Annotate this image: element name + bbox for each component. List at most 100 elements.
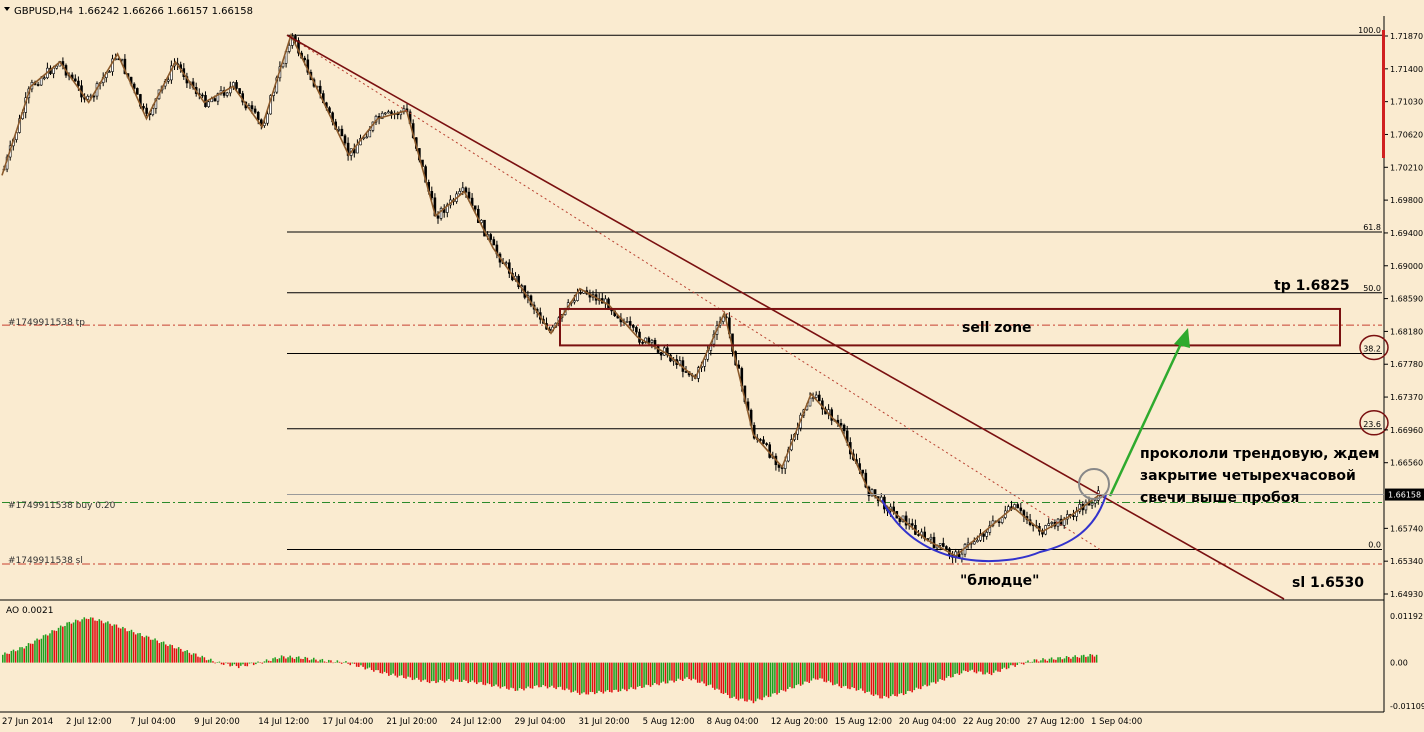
ao-bar xyxy=(51,630,53,663)
ao-label: AO 0.0021 xyxy=(6,606,53,616)
candle-body xyxy=(142,105,145,109)
candle-body xyxy=(982,533,985,537)
ao-bar xyxy=(746,662,748,702)
ao-bar xyxy=(173,648,176,663)
candle-body xyxy=(650,339,654,343)
ao-bar xyxy=(177,647,180,663)
candle-body xyxy=(777,464,781,468)
price-marker-bar xyxy=(1382,30,1385,158)
ao-bar xyxy=(812,662,815,679)
ao-bar xyxy=(1012,662,1014,666)
ao-bar xyxy=(267,660,270,663)
ao-bar xyxy=(752,662,755,704)
ao-bar xyxy=(714,662,716,690)
time-label: 20 Aug 04:00 xyxy=(899,717,956,727)
ao-bar xyxy=(510,662,512,688)
candle-body xyxy=(108,71,111,73)
candle-body xyxy=(36,84,40,86)
ao-bar xyxy=(639,662,641,687)
ao-bar xyxy=(778,662,780,693)
ao-bar xyxy=(834,662,836,685)
time-label: 27 Jun 2014 xyxy=(2,717,53,727)
ao-bar xyxy=(180,648,182,663)
order-lines xyxy=(2,324,1382,565)
ao-bar xyxy=(2,654,4,663)
dropdown-icon[interactable] xyxy=(4,7,10,11)
ao-bar xyxy=(328,659,330,663)
ao-bar xyxy=(312,657,315,663)
candle-body xyxy=(631,324,635,328)
ao-bar xyxy=(598,662,600,691)
candle-body xyxy=(1019,507,1023,511)
ao-bar xyxy=(881,662,883,699)
ao-bar xyxy=(237,662,240,669)
ao-bar xyxy=(422,662,424,681)
ao-bar xyxy=(1078,657,1081,663)
ao-bar xyxy=(92,617,94,663)
ao-bar xyxy=(428,662,431,684)
ao-bar xyxy=(250,662,253,664)
ao-bar xyxy=(321,658,324,663)
ao-bar xyxy=(235,662,238,667)
ao-bar xyxy=(310,659,313,663)
candle-body xyxy=(1016,504,1020,509)
ao-bar xyxy=(1027,660,1029,663)
ao-bar xyxy=(392,662,394,674)
ao-bar xyxy=(491,662,493,687)
candle-body xyxy=(814,394,818,398)
price-label: 1.70620 xyxy=(1390,130,1423,139)
ao-bar xyxy=(709,662,712,685)
ao-bar xyxy=(892,662,894,695)
ao-bar xyxy=(1040,660,1042,663)
ao-bar xyxy=(774,662,776,694)
ao-bar xyxy=(615,662,617,690)
ao-bar xyxy=(317,661,319,663)
ao-bar xyxy=(630,662,632,688)
candle-body xyxy=(337,128,341,131)
ao-bar xyxy=(407,662,409,677)
candle-body xyxy=(647,337,651,343)
ao-bar xyxy=(503,662,506,687)
ao-bar xyxy=(681,662,684,681)
ao-bar xyxy=(518,662,521,689)
ao-bar xyxy=(1052,659,1055,663)
ao-bar xyxy=(81,619,83,663)
ao-bar xyxy=(353,662,356,664)
ao-bar xyxy=(934,662,937,684)
ao-bar xyxy=(355,662,358,667)
candle-body xyxy=(42,77,46,80)
ao-bar xyxy=(227,662,229,664)
ao-bar xyxy=(928,662,931,686)
ao-bar xyxy=(109,623,111,663)
ao-bar xyxy=(784,662,787,692)
ao-bar xyxy=(669,662,671,681)
ao-bar xyxy=(771,662,774,694)
ao-bar xyxy=(171,645,173,663)
ao-bar xyxy=(739,662,742,699)
trendline[interactable] xyxy=(286,34,1285,600)
ao-bar xyxy=(1067,657,1070,663)
time-label: 17 Jul 04:00 xyxy=(322,717,373,727)
ao-bar xyxy=(17,650,19,663)
ao-bar xyxy=(555,662,557,690)
ao-bar xyxy=(885,662,888,697)
ao-bar xyxy=(1007,662,1010,669)
ao-bar xyxy=(604,662,607,692)
ao-bar xyxy=(257,661,259,663)
ao-bar xyxy=(990,662,993,676)
ao-bar xyxy=(883,662,886,696)
ao-bar xyxy=(1042,658,1044,663)
ao-bar xyxy=(137,633,139,663)
ao-bar xyxy=(686,662,688,678)
ao-bar xyxy=(122,626,124,663)
ao-bar xyxy=(956,662,958,674)
ao-bar xyxy=(458,662,461,682)
sell-zone-rect[interactable] xyxy=(559,307,1341,347)
ao-bar xyxy=(611,662,613,693)
ao-bar xyxy=(325,662,328,663)
ao-bar xyxy=(68,621,71,663)
ao-bar xyxy=(658,662,660,686)
candle-body xyxy=(492,239,496,246)
candle-body xyxy=(467,191,471,199)
